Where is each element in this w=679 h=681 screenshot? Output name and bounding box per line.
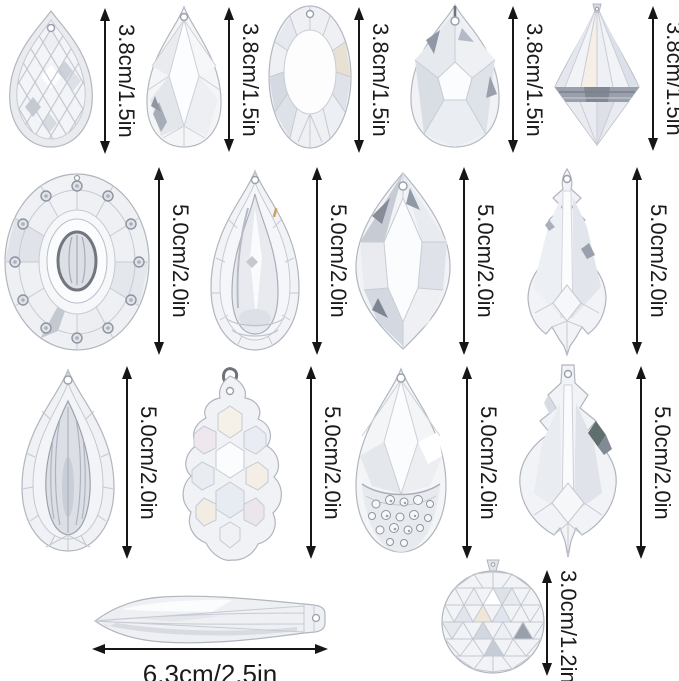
crystal-marquise-image xyxy=(350,170,457,352)
size-label: 5.0cm/2.0in xyxy=(168,204,193,318)
measure-faceted-ball: 3.0cm/1.2in xyxy=(540,570,581,681)
vertical-double-arrow-icon xyxy=(460,366,473,559)
vertical-double-arrow-icon xyxy=(152,167,165,355)
vertical-double-arrow-icon xyxy=(506,6,519,153)
crystal-bubble-teardrop-image xyxy=(342,366,460,558)
measure-double-teardrop: 5.0cm/2.0in xyxy=(310,167,351,355)
vertical-double-arrow-icon xyxy=(222,7,235,152)
crystal-pendeloque-image xyxy=(503,167,632,357)
crystal-maple-leaf-image xyxy=(500,363,635,568)
vertical-double-arrow-icon xyxy=(352,7,365,153)
size-label: 3.0cm/1.2in xyxy=(556,570,581,681)
crystal-double-teardrop-image xyxy=(196,168,314,354)
crystal-icicle-image xyxy=(92,592,332,648)
size-label: 5.0cm/2.0in xyxy=(476,405,501,520)
crystal-star-teardrop-image xyxy=(400,2,510,150)
measure-star-teardrop: 3.8cm/1.5in xyxy=(506,6,547,153)
size-label: 3.8cm/1.5in xyxy=(238,22,263,137)
horizontal-double-arrow-icon xyxy=(92,642,328,655)
measure-oval-rosette: 5.0cm/2.0in xyxy=(152,167,193,355)
crystal-kite-cone-image xyxy=(542,3,652,149)
crystal-classic-teardrop-image xyxy=(139,4,229,150)
measure-kite-cone: 3.8cm/1.5in xyxy=(646,6,679,151)
size-label: 5.0cm/2.0in xyxy=(650,405,675,520)
measure-maple-leaf: 5.0cm/2.0in xyxy=(634,366,675,559)
vertical-double-arrow-icon xyxy=(98,8,111,154)
vertical-double-arrow-icon xyxy=(120,366,133,559)
vertical-double-arrow-icon xyxy=(646,6,659,151)
measure-pendeloque: 5.0cm/2.0in xyxy=(630,167,671,355)
vertical-double-arrow-icon xyxy=(634,366,647,559)
size-label: 5.0cm/2.0in xyxy=(646,204,671,318)
crystal-almond-teardrop-image xyxy=(8,367,128,557)
size-label: 3.8cm/1.5in xyxy=(368,23,393,137)
crystal-oval-rosette-image xyxy=(2,171,152,353)
vertical-double-arrow-icon xyxy=(310,167,323,355)
size-label: 3.8cm/1.5in xyxy=(114,24,139,138)
size-label: 3.8cm/1.5in xyxy=(522,22,547,137)
size-label: 6.3cm/2.5in xyxy=(142,659,278,681)
crystal-checker-teardrop-image xyxy=(3,9,99,149)
vertical-double-arrow-icon xyxy=(457,167,470,355)
measure-marquise: 5.0cm/2.0in xyxy=(457,167,498,355)
measure-baroque-gourd: 5.0cm/2.0in xyxy=(304,366,345,559)
vertical-double-arrow-icon xyxy=(540,570,553,676)
size-label: 5.0cm/2.0in xyxy=(326,204,351,318)
vertical-double-arrow-icon xyxy=(630,167,643,355)
measure-almond-teardrop: 5.0cm/2.0in xyxy=(120,366,161,559)
measure-classic-teardrop: 3.8cm/1.5in xyxy=(222,7,263,152)
vertical-double-arrow-icon xyxy=(304,366,317,559)
size-label: 3.8cm/1.5in xyxy=(662,21,679,136)
crystal-faceted-ball-image xyxy=(440,558,546,676)
measure-bubble-teardrop: 5.0cm/2.0in xyxy=(460,366,501,559)
measure-oval-sunflower: 3.8cm/1.5in xyxy=(352,7,393,153)
size-label: 5.0cm/2.0in xyxy=(473,204,498,318)
measure-icicle: 6.3cm/2.5in xyxy=(92,642,328,681)
crystal-oval-sunflower-image xyxy=(266,2,354,152)
size-label: 5.0cm/2.0in xyxy=(136,405,161,520)
measure-checker-teardrop: 3.8cm/1.5in xyxy=(98,8,139,154)
size-label: 5.0cm/2.0in xyxy=(320,405,345,520)
crystal-baroque-gourd-image xyxy=(160,366,300,564)
